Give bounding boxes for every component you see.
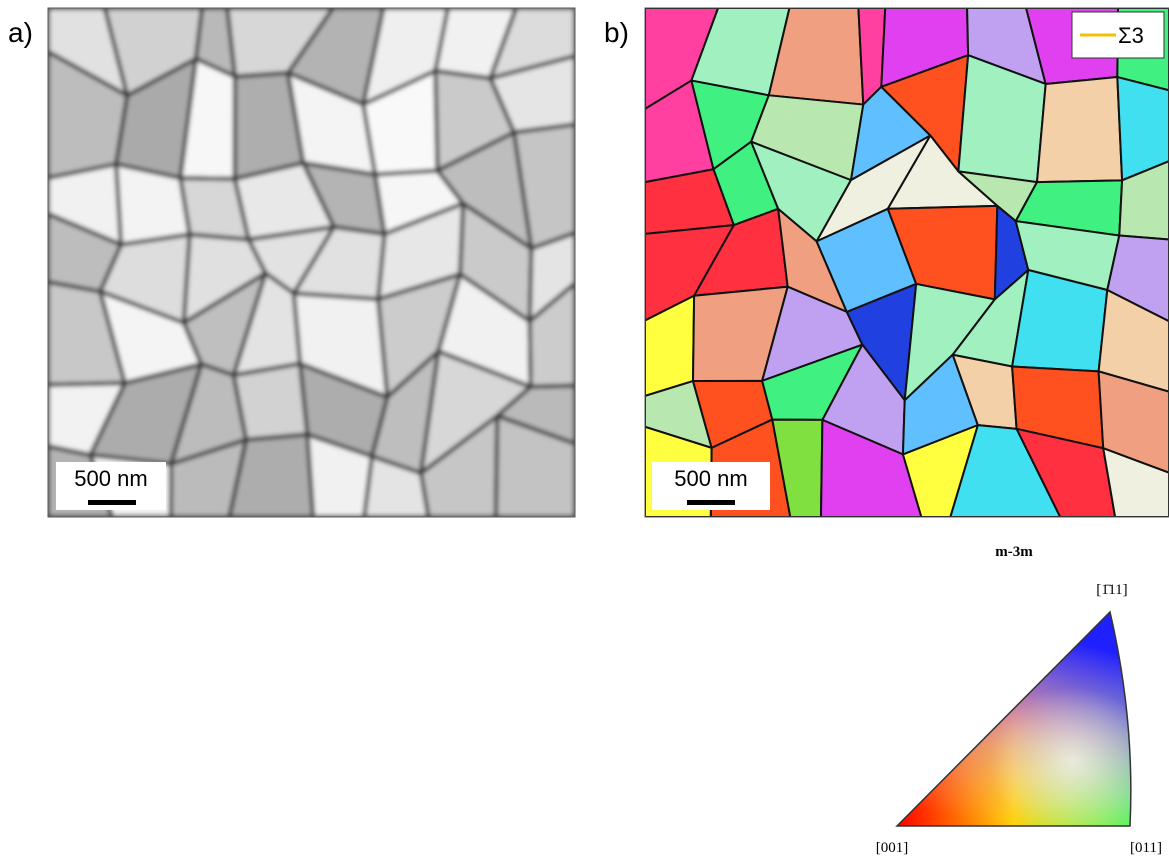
panel-label: b)	[604, 17, 629, 48]
ipf-corner: [1̄11]	[1096, 582, 1127, 598]
grain	[234, 364, 308, 440]
panel-label: a)	[8, 17, 33, 48]
ipf-corner: [011]	[1130, 840, 1162, 856]
legend-label: Σ3	[1118, 23, 1144, 48]
ipf-key: m-3m [1̄11] [001] [011]	[876, 544, 1162, 856]
ipf-corner: [001]	[876, 840, 909, 856]
scale-text: 500 nm	[74, 466, 147, 491]
grain	[1037, 77, 1122, 182]
grains	[645, 8, 1169, 517]
sem-image	[48, 8, 575, 517]
scale-bar: 500 nm	[652, 462, 770, 510]
figure: a) b) 500 nm 500 nm Σ3 m-3m [1̄11] [001]…	[0, 0, 1169, 858]
legend: Σ3	[1072, 12, 1164, 58]
grains	[48, 8, 575, 517]
grain	[116, 164, 190, 244]
scale-bar: 500 nm	[56, 462, 166, 510]
scale-text: 500 nm	[674, 466, 747, 491]
ipf-title: m-3m	[995, 544, 1033, 560]
ebsd-map	[645, 8, 1169, 517]
